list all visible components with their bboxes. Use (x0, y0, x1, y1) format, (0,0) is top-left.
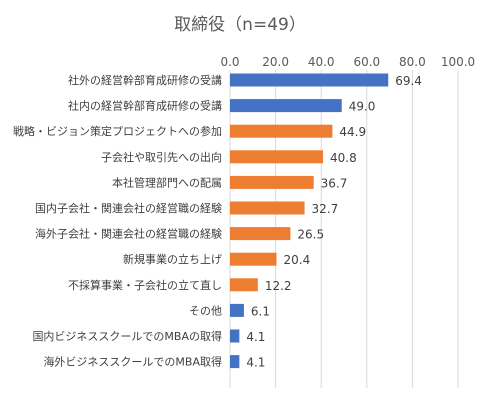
x-tick-label: 100.0 (441, 55, 475, 69)
data-label: 20.4 (284, 253, 311, 267)
data-label: 69.4 (395, 74, 422, 88)
chart-title: 取締役（n=49） (174, 15, 306, 35)
data-label: 32.7 (312, 202, 339, 216)
bar (230, 201, 305, 215)
category-label: 社外の経営幹部育成研修の受講 (68, 73, 222, 87)
bar (230, 227, 291, 241)
x-tick-label: 40.0 (308, 55, 335, 69)
data-label: 4.1 (246, 356, 265, 370)
data-label: 26.5 (297, 228, 324, 242)
category-label: 国内ビジネススクールでのMBAの取得 (32, 329, 222, 343)
category-label: 戦略・ビジョン策定プロジェクトへの参加 (13, 124, 222, 138)
x-tick-label: 60.0 (353, 55, 380, 69)
x-axis-ticks: 0.0 20.0 40.0 60.0 80.0 100.0 (220, 55, 475, 69)
bar (230, 99, 342, 113)
data-label: 49.0 (349, 100, 376, 114)
data-label: 6.1 (251, 304, 270, 318)
data-label: 12.2 (265, 279, 292, 293)
x-tick-label: 20.0 (262, 55, 289, 69)
data-label: 44.9 (339, 125, 366, 139)
data-label: 4.1 (246, 330, 265, 344)
category-label: 国内子会社・関連会社の経営職の経験 (35, 201, 222, 215)
category-label: 海外子会社・関連会社の経営職の経験 (35, 227, 222, 241)
category-labels: 社外の経営幹部育成研修の受講社内の経営幹部育成研修の受講戦略・ビジョン策定プロジ… (13, 73, 222, 369)
x-tick-label: 0.0 (220, 55, 239, 69)
category-label: 社内の経営幹部育成研修の受講 (68, 99, 222, 113)
category-label: 新規事業の立ち上げ (123, 252, 222, 266)
category-label: 子会社や取引先への出向 (101, 150, 222, 164)
category-label: 不採算事業・子会社の立て直し (68, 278, 222, 292)
bar (230, 303, 244, 317)
bar (230, 73, 389, 87)
category-label: 本社管理部門への配属 (112, 175, 222, 189)
x-tick-label: 80.0 (399, 55, 426, 69)
bar (230, 278, 258, 292)
bar (230, 124, 333, 138)
bars (230, 73, 389, 369)
data-label: 36.7 (321, 176, 348, 190)
bar (230, 175, 314, 189)
bar (230, 150, 324, 164)
data-label: 40.8 (330, 151, 357, 165)
value-labels: 69.4 49.0 44.9 40.8 36.7 32.7 26.5 20.4 12.2 6.1 4… (246, 74, 422, 370)
bar (230, 252, 277, 266)
bar (230, 329, 240, 343)
category-label: 海外ビジネススクールでのMBA取得 (43, 355, 222, 369)
category-label: その他 (189, 304, 222, 317)
bar (230, 355, 240, 369)
